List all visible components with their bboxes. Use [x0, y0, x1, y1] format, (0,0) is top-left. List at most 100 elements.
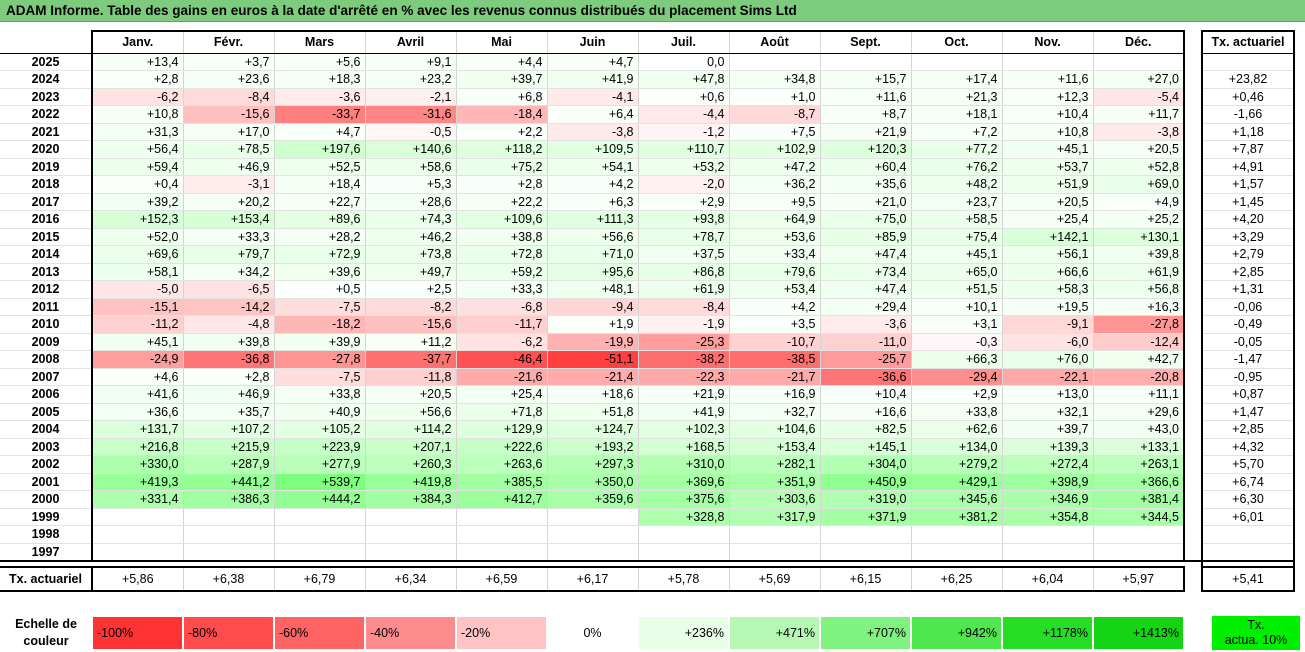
gain-cell: +20,5 — [365, 385, 457, 404]
actuarial-cell: +4,32 — [1201, 438, 1295, 456]
actuarial-cell: +2,85 — [1201, 263, 1295, 281]
gain-cell: +381,4 — [1093, 490, 1185, 509]
table-row: 2002 +330,0 +287,9 +277,9 +260,3 +263,6 +297,3… — [0, 455, 1295, 474]
actuarial-cell: +7,87 — [1201, 140, 1295, 159]
column-gap — [1184, 280, 1202, 298]
gain-cell: +51,5 — [911, 280, 1003, 299]
gain-cell: +10,4 — [1002, 105, 1094, 124]
gain-cell: +153,4 — [729, 438, 821, 456]
table-row: 2010 -11,2 -4,8 -18,2 -15,6 -11,7 +1,9 -1,9 +3,5… — [0, 315, 1295, 334]
gain-cell: +4,6 — [92, 368, 184, 386]
summary-cell: +6,59 — [456, 565, 548, 592]
summary-label: Tx. actuariel — [0, 565, 93, 592]
month-header: Janv. — [92, 30, 184, 54]
gain-cell: +1,0 — [729, 88, 821, 106]
gain-cell: +6,8 — [456, 88, 548, 106]
gain-cell: +4,4 — [456, 53, 548, 71]
gain-cell — [729, 53, 821, 71]
gain-cell: +369,6 — [638, 473, 730, 491]
gain-cell: -18,4 — [456, 105, 548, 124]
gain-cell: +168,5 — [638, 438, 730, 456]
gain-cell: +4,7 — [547, 53, 639, 71]
month-header: Mai — [456, 30, 548, 54]
gain-cell: +25,4 — [1002, 210, 1094, 229]
actuarial-cell — [1201, 53, 1295, 71]
gain-cell: +4,9 — [1093, 193, 1185, 211]
gain-cell: -9,1 — [1002, 315, 1094, 334]
gain-cell: +10,4 — [820, 385, 912, 404]
column-gap — [1184, 31, 1202, 53]
gain-cell: +13,0 — [1002, 385, 1094, 404]
gain-cell: 0,0 — [638, 53, 730, 71]
gain-cell: +51,9 — [1002, 175, 1094, 194]
gain-cell: +39,2 — [92, 193, 184, 211]
gain-cell: +133,1 — [1093, 438, 1185, 456]
year-cell: 2017 — [0, 193, 93, 211]
column-gap — [1184, 245, 1202, 263]
gain-cell: +6,4 — [547, 105, 639, 124]
gain-cell — [92, 525, 184, 544]
gain-cell: -1,2 — [638, 123, 730, 141]
gain-cell: +385,5 — [456, 473, 548, 491]
actuarial-cell: +6,01 — [1201, 508, 1295, 526]
gain-cell: +64,9 — [729, 210, 821, 229]
legend-swatch: -80% — [183, 616, 274, 650]
gain-cell: +75,0 — [820, 210, 912, 229]
table-row: 2020 +56,4 +78,5 +197,6 +140,6 +118,2 +109,5 +1… — [0, 140, 1295, 159]
table-row: 2024 +2,8 +23,6 +18,3 +23,2 +39,7 +41,9 +47,8 +3… — [0, 70, 1295, 89]
year-cell: 2011 — [0, 298, 93, 316]
gain-cell: +17,4 — [911, 70, 1003, 89]
gain-cell: +12,3 — [1002, 88, 1094, 106]
year-cell: 1998 — [0, 525, 93, 544]
gain-cell: -25,7 — [820, 350, 912, 369]
gain-cell: +18,4 — [274, 175, 366, 194]
gain-cell: +18,1 — [911, 105, 1003, 124]
column-gap — [1184, 508, 1202, 526]
gain-cell: -14,2 — [183, 298, 275, 316]
gain-cell: -2,0 — [638, 175, 730, 194]
legend-swatch: 0% — [547, 616, 638, 650]
gain-cell: -8,2 — [365, 298, 457, 316]
actuarial-cell: +5,70 — [1201, 455, 1295, 474]
gain-cell: +152,3 — [92, 210, 184, 229]
gain-cell: -24,9 — [92, 350, 184, 369]
gain-cell: +28,6 — [365, 193, 457, 211]
gain-cell — [1002, 543, 1094, 562]
gain-cell: +53,4 — [729, 280, 821, 299]
gain-cell: +260,3 — [365, 455, 457, 474]
gain-cell: +39,8 — [1093, 245, 1185, 264]
actuarial-cell: -1,47 — [1201, 350, 1295, 369]
legend-swatch: -100% — [92, 616, 183, 650]
gain-cell: -11,7 — [456, 315, 548, 334]
table-row: 2007 +4,6 +2,8 -7,5 -11,8 -21,6 -21,4 -22,3 -21,… — [0, 368, 1295, 386]
gains-table: Janv. Févr. Mars Avril Mai Juin Juil. Août Sept.… — [0, 30, 1295, 592]
month-header: Juin — [547, 30, 639, 54]
legend-label: Echelle de couleur — [0, 616, 92, 652]
gain-cell: +20,5 — [1093, 140, 1185, 159]
gain-cell: +20,5 — [1002, 193, 1094, 211]
gain-cell — [820, 525, 912, 544]
gain-cell: +0,6 — [638, 88, 730, 106]
gain-cell — [1093, 543, 1185, 562]
color-scale: -100% -80% -60% -40% -20% 0% +236% +471% +707% +9… — [92, 616, 1184, 650]
gain-cell: +3,5 — [729, 315, 821, 334]
legend-swatch: +942% — [911, 616, 1002, 650]
gain-cell: +32,7 — [729, 403, 821, 421]
gain-cell: +48,2 — [911, 175, 1003, 194]
gain-cell: +89,6 — [274, 210, 366, 229]
gain-cell: +36,2 — [729, 175, 821, 194]
gain-cell: -27,8 — [1093, 315, 1185, 334]
table-row: 2015 +52,0 +33,3 +28,2 +46,2 +38,8 +56,6 +78,7 +… — [0, 228, 1295, 246]
gain-cell: +21,9 — [820, 123, 912, 141]
year-cell: 2015 — [0, 228, 93, 246]
gain-cell: +118,2 — [456, 140, 548, 159]
gain-cell: -4,8 — [183, 315, 275, 334]
gain-cell: +2,5 — [365, 280, 457, 299]
gain-cell: +16,9 — [729, 385, 821, 404]
table-row: 2000 +331,4 +386,3 +444,2 +384,3 +412,7 +359,6… — [0, 490, 1295, 509]
gain-cell: +33,4 — [729, 245, 821, 264]
gain-cell: +66,3 — [911, 350, 1003, 369]
gain-cell: +52,5 — [274, 158, 366, 176]
year-cell: 2016 — [0, 210, 93, 229]
gain-cell: +331,4 — [92, 490, 184, 509]
